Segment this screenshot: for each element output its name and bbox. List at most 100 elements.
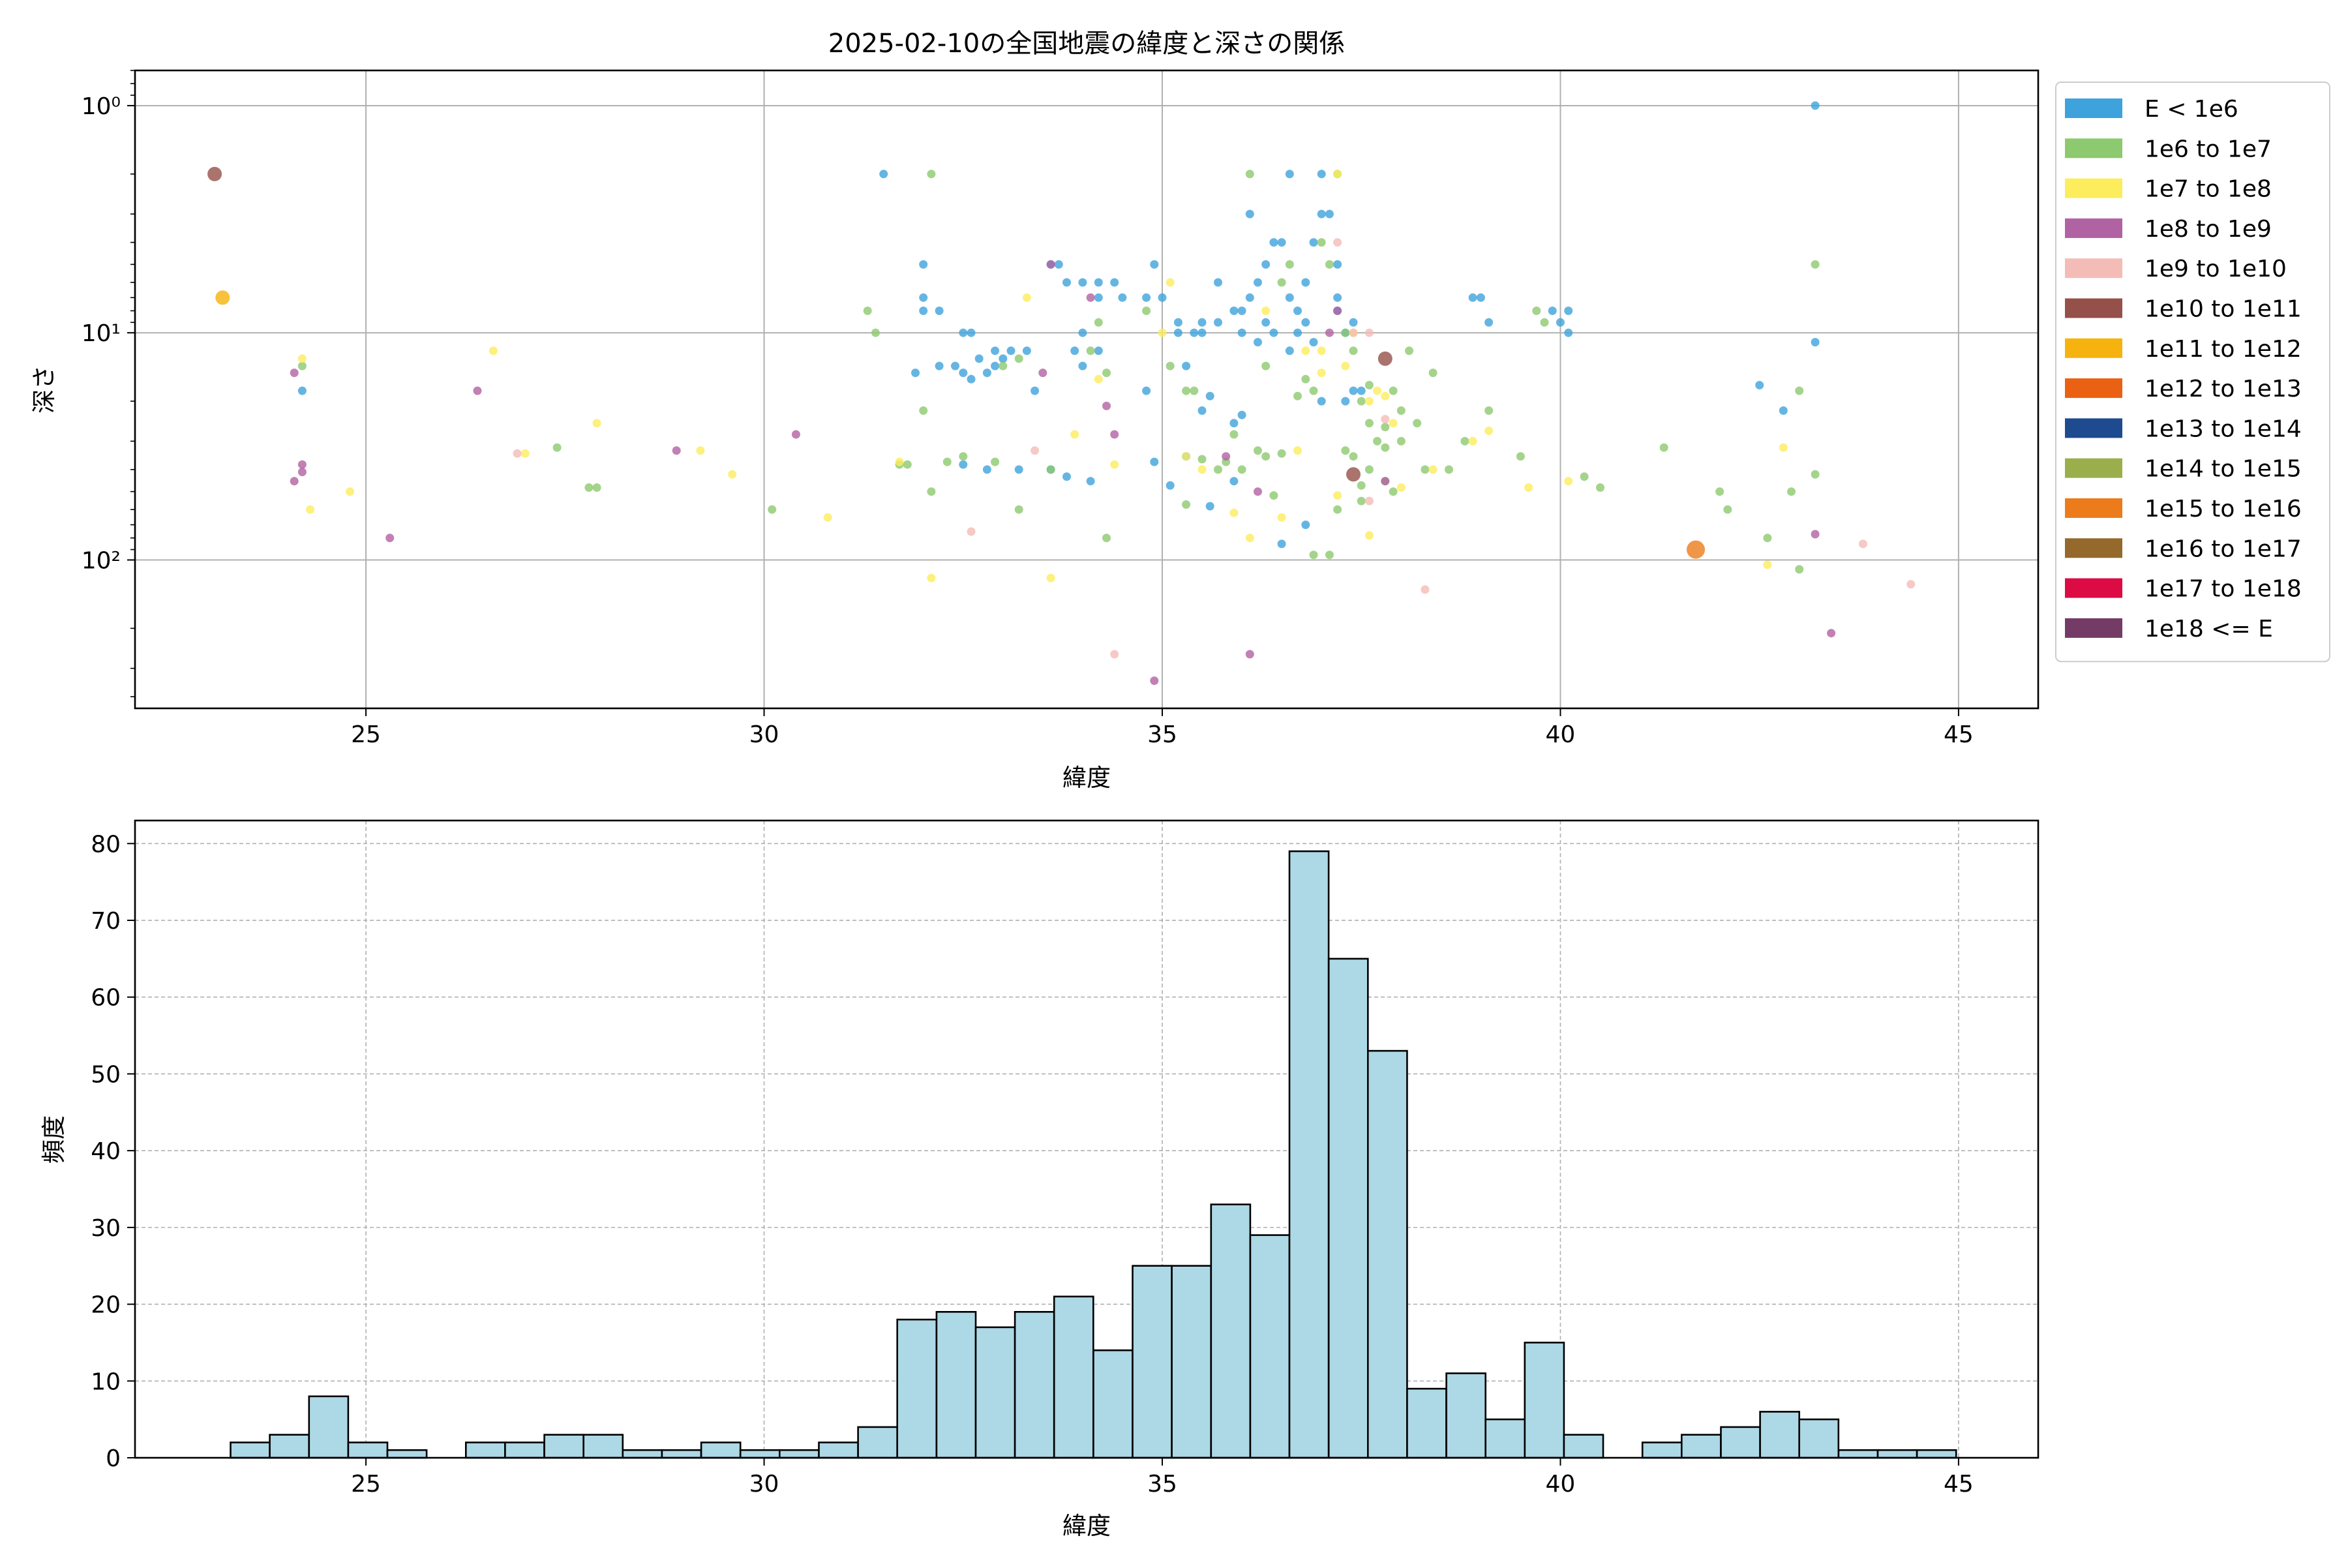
scatter-point [1229, 508, 1239, 517]
histogram-x-tick-label: 35 [1147, 1471, 1177, 1498]
scatter-point [1755, 381, 1764, 389]
legend-swatch [2065, 458, 2122, 478]
scatter-point [1158, 293, 1167, 302]
scatter-point [1142, 293, 1151, 302]
scatter-point [1078, 361, 1087, 370]
scatter-point [290, 369, 299, 378]
scatter-point [1237, 465, 1246, 474]
scatter-point [982, 465, 991, 474]
scatter-point [1317, 238, 1326, 247]
histogram-bar [582, 1434, 624, 1459]
scatter-point [927, 573, 936, 582]
legend-swatch [2065, 498, 2122, 518]
scatter-point [1245, 650, 1254, 659]
scatter-point [1142, 307, 1151, 315]
scatter-point [1190, 386, 1199, 395]
legend-label: 1e7 to 1e8 [2145, 176, 2272, 203]
scatter-x-axis-label: 緯度 [1062, 764, 1111, 792]
scatter-y-tick-label: 10⁰ [82, 93, 121, 120]
scatter-point [1405, 346, 1413, 355]
scatter-point [919, 406, 928, 415]
legend-swatch [2065, 218, 2122, 238]
legend-swatch [2065, 338, 2122, 358]
scatter-point [1110, 650, 1119, 659]
scatter-point [1333, 307, 1342, 315]
scatter-point [1197, 406, 1207, 415]
scatter-point [1349, 346, 1358, 355]
histogram-y-tick-label: 80 [91, 831, 121, 858]
scatter-point [1301, 374, 1310, 384]
histogram-bar [1876, 1449, 1918, 1459]
scatter-point [1150, 260, 1159, 269]
scatter-point [1317, 346, 1326, 355]
scatter-point [1341, 397, 1350, 406]
histogram-y-tick-label: 10 [91, 1368, 121, 1395]
scatter-point [1858, 539, 1867, 549]
histogram-bar [1092, 1349, 1134, 1459]
scatter-point [1349, 328, 1358, 337]
scatter-point [1364, 496, 1374, 505]
histogram-bar [1563, 1434, 1604, 1459]
scatter-point [1301, 318, 1310, 327]
scatter-point [919, 260, 928, 269]
scatter-point [520, 449, 530, 458]
legend-label: 1e8 to 1e9 [2145, 216, 2272, 243]
scatter-ticks: 25 30 35 40 45 10⁰ 10¹ 10² [82, 70, 1974, 748]
scatter-point [1277, 513, 1286, 522]
scatter-x-tick-label: 40 [1546, 721, 1576, 748]
scatter-point [1333, 170, 1342, 179]
scatter-point [1173, 318, 1182, 327]
histogram-y-tick-label: 50 [91, 1061, 121, 1088]
scatter-point [1317, 369, 1326, 378]
scatter-point [1357, 481, 1366, 490]
scatter-point [1031, 386, 1040, 395]
scatter-point [1046, 465, 1055, 474]
scatter-y-tick-label: 10¹ [82, 320, 121, 347]
scatter-point [1261, 361, 1271, 370]
scatter-point [385, 534, 395, 543]
scatter-point [1333, 260, 1342, 269]
scatter-point [1197, 318, 1207, 327]
scatter-x-tick-label: 30 [749, 721, 779, 748]
scatter-point [1325, 328, 1334, 337]
scatter-point [1110, 460, 1119, 469]
scatter-point [1261, 307, 1271, 315]
scatter-point [1357, 386, 1366, 395]
legend-label: 1e12 to 1e13 [2145, 376, 2302, 402]
scatter-point [1254, 446, 1262, 455]
scatter-point [1070, 430, 1079, 439]
histogram-bar [700, 1441, 742, 1459]
scatter-point [1309, 386, 1318, 395]
scatter-point [1524, 483, 1533, 492]
histogram-x-tick-label: 30 [749, 1471, 779, 1498]
scatter-point [346, 487, 355, 496]
scatter-point [1245, 170, 1254, 179]
scatter-point [1182, 386, 1191, 395]
histogram-bar [504, 1441, 545, 1459]
scatter-point [1102, 534, 1111, 543]
scatter-point [207, 166, 222, 181]
scatter-point [1054, 260, 1063, 269]
scatter-y-axis-label: 深さ [30, 365, 58, 414]
scatter-point [1293, 328, 1302, 337]
scatter-point [1364, 465, 1374, 474]
histogram-bar [1720, 1426, 1761, 1459]
histogram-bar [1681, 1434, 1722, 1459]
scatter-point [982, 369, 991, 378]
scatter-point [1564, 307, 1573, 315]
scatter-point [290, 477, 299, 486]
scatter-title: 2025-02-10の全国地震の緯度と深さの関係 [828, 29, 1345, 59]
scatter-point [1484, 427, 1494, 435]
scatter-point [967, 328, 976, 337]
scatter-point [1006, 346, 1016, 355]
histogram-ticks: 25 30 35 40 45 0 10 20 30 40 50 60 70 80 [91, 831, 1974, 1498]
scatter-point [1596, 483, 1604, 492]
scatter-point [1389, 386, 1398, 395]
scatter-point [552, 443, 562, 452]
scatter-point [297, 468, 307, 477]
scatter-point [911, 369, 920, 378]
scatter-point [1070, 346, 1079, 355]
scatter-point [1062, 472, 1071, 481]
scatter-point [1333, 293, 1342, 302]
scatter-point [297, 460, 307, 469]
